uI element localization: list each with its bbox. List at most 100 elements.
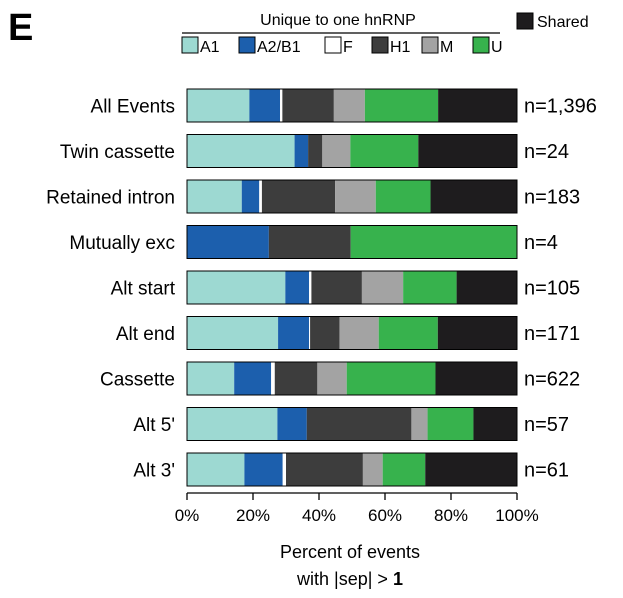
category-label-cassette: Cassette (100, 370, 175, 391)
bar-alt-3-m (362, 453, 383, 486)
x-axis-label-line1: Percent of events (280, 542, 420, 562)
x-tick-label-4: 80% (434, 506, 468, 525)
n-label-alt-5: n=57 (524, 414, 569, 436)
legend-label-a1: A1 (200, 39, 220, 56)
bar-outline-alt-end (186, 316, 518, 350)
bar-mutually-exc-u (350, 225, 517, 259)
bar-twin-cassette-a2-b1 (294, 134, 309, 168)
x-axis-label-line2: with |sep| > 1 (296, 569, 403, 589)
bar-alt-end-m (339, 316, 379, 350)
bar-alt-end-shared (437, 316, 517, 350)
category-label-mutually-exc: Mutually exc (69, 233, 175, 254)
n-label-alt-3: n=61 (524, 460, 569, 482)
bar-twin-cassette-m (322, 134, 351, 168)
bar-all-events-a1 (187, 89, 250, 122)
bar-alt-5-shared (473, 407, 517, 441)
bar-retained-intron-a1 (187, 180, 242, 213)
category-label-twin-cassette: Twin cassette (60, 142, 175, 163)
bar-alt-start-a1 (187, 271, 286, 304)
category-label-alt-3: Alt 3' (133, 461, 175, 482)
n-label-cassette: n=622 (524, 369, 580, 391)
legend-swatch-f (324, 36, 342, 54)
bar-outline-alt-5 (186, 407, 518, 441)
bar-mutually-exc-a2-b1 (187, 225, 269, 259)
category-label-retained-intron: Retained intron (46, 188, 175, 209)
bar-retained-intron-shared (430, 180, 517, 213)
bar-retained-intron-m (335, 180, 376, 213)
bar-retained-intron-f (259, 180, 262, 213)
bar-cassette-u (346, 362, 436, 395)
n-label-mutually-exc: n=4 (524, 232, 558, 254)
category-label-alt-start: Alt start (111, 279, 176, 300)
bar-all-events-h1 (282, 89, 334, 122)
bar-cassette-a1 (187, 362, 235, 395)
bar-alt-3-a1 (187, 453, 245, 486)
bar-all-events-f (280, 89, 283, 122)
x-tick-label-5: 100% (495, 506, 538, 525)
category-label-alt-end: Alt end (116, 324, 175, 345)
bar-alt-start-u (403, 271, 457, 304)
legend-label-shared: Shared (537, 14, 589, 31)
bar-mutually-exc-h1 (268, 225, 351, 259)
x-tick-label-1: 20% (236, 506, 270, 525)
bar-outline-cassette (186, 361, 518, 396)
x-tick-label-0: 0% (175, 506, 200, 525)
bar-outline-retained-intron (186, 179, 518, 214)
bar-all-events-u (364, 89, 439, 122)
bar-cassette-f (271, 362, 275, 395)
bar-alt-end-h1 (310, 316, 340, 350)
bar-alt-end-a1 (187, 316, 279, 350)
bar-cassette-h1 (274, 362, 318, 395)
bar-alt-start-a2-b1 (285, 271, 310, 304)
x-tick-label-2: 40% (302, 506, 336, 525)
bar-area (186, 88, 518, 487)
x-tick-label-3: 60% (368, 506, 402, 525)
bar-alt-start-m (361, 271, 404, 304)
legend-label-a2-b1: A2/B1 (257, 39, 301, 56)
category-labels: All Events Twin cassette Retained intron Mu… (46, 97, 176, 482)
bar-retained-intron-u (375, 180, 431, 213)
bar-cassette-a2-b1 (234, 362, 272, 395)
bar-all-events-shared (438, 89, 517, 122)
bar-twin-cassette-u (350, 134, 419, 168)
category-label-alt-5: Alt 5' (133, 415, 175, 436)
legend-label-h1: H1 (390, 39, 411, 56)
panel-label: E (8, 7, 33, 49)
bar-all-events-m (333, 89, 365, 122)
bar-alt-3-a2-b1 (244, 453, 283, 486)
bar-alt-3-u (382, 453, 426, 486)
n-label-twin-cassette: n=24 (524, 141, 569, 163)
bar-alt-5-m (411, 407, 428, 441)
legend-swatch-m (421, 36, 439, 54)
n-label-alt-end: n=171 (524, 323, 580, 345)
bar-alt-end-u (378, 316, 438, 350)
category-label-all-events: All Events (91, 97, 175, 118)
bar-alt-end-f (309, 316, 311, 350)
bar-alt-end-a2-b1 (278, 316, 310, 350)
bar-twin-cassette-h1 (308, 134, 323, 168)
legend: Unique to one hnRNP Shared A1 A2/B1 F H1 M U (181, 12, 589, 56)
bar-alt-5-a1 (187, 407, 278, 441)
legend-swatch-a1 (181, 36, 199, 54)
bar-twin-cassette-a1 (187, 134, 295, 168)
legend-swatch-shared (516, 12, 534, 30)
bar-alt-start-f (309, 271, 312, 304)
bar-alt-5-a2-b1 (277, 407, 307, 441)
bar-alt-start-shared (456, 271, 517, 304)
bar-twin-cassette-shared (418, 134, 517, 168)
legend-swatch-a2-b1 (238, 36, 256, 54)
n-label-alt-start: n=105 (524, 278, 580, 300)
bar-outline-alt-3 (186, 452, 518, 487)
bar-alt-3-h1 (286, 453, 363, 486)
bar-outline-alt-start (186, 270, 518, 305)
x-axis-label-line2-text: with |sep| > (296, 569, 393, 589)
x-axis-label-line2-bold: 1 (393, 569, 403, 589)
legend-label-f: F (343, 39, 353, 56)
n-label-all-events: n=1,396 (524, 96, 597, 118)
bar-all-events-a2-b1 (249, 89, 281, 122)
legend-label-u: U (491, 39, 503, 56)
n-labels: n=1,396 n=24 n=183 n=4 n=105 n=171 n=622 n=57 n=… (524, 96, 597, 482)
bar-outline-mutually-exc (186, 225, 518, 259)
bar-cassette-m (317, 362, 347, 395)
